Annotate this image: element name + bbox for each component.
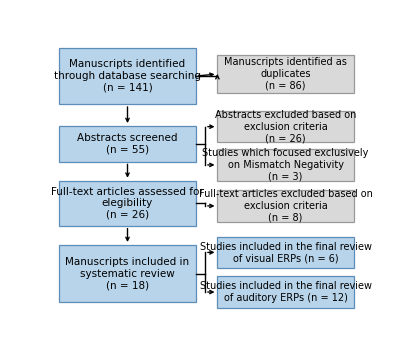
- Text: Abstracts screened
(n = 55): Abstracts screened (n = 55): [77, 133, 178, 154]
- FancyBboxPatch shape: [218, 190, 354, 222]
- Text: Manuscripts included in
systematic review
(n = 18): Manuscripts included in systematic revie…: [66, 257, 190, 290]
- FancyBboxPatch shape: [218, 237, 354, 268]
- Text: Studies included in the final review
of auditory ERPs (n = 12): Studies included in the final review of …: [200, 281, 372, 303]
- FancyBboxPatch shape: [59, 245, 196, 302]
- FancyBboxPatch shape: [218, 55, 354, 93]
- FancyBboxPatch shape: [59, 48, 196, 104]
- Text: Abstracts excluded based on
exclusion criteria
(n = 26): Abstracts excluded based on exclusion cr…: [215, 110, 356, 143]
- Text: Manuscripts identified as
duplicates
(n = 86): Manuscripts identified as duplicates (n …: [224, 58, 347, 91]
- Text: Full-text articles assessed for
elegibility
(n = 26): Full-text articles assessed for elegibil…: [51, 187, 204, 220]
- Text: Manuscripts identified
through database searching
(n = 141): Manuscripts identified through database …: [54, 60, 201, 93]
- FancyBboxPatch shape: [218, 149, 354, 181]
- FancyBboxPatch shape: [218, 276, 354, 308]
- Text: Full-text articles excluded based on
exclusion criteria
(n = 8): Full-text articles excluded based on exc…: [199, 189, 372, 223]
- FancyBboxPatch shape: [59, 181, 196, 226]
- FancyBboxPatch shape: [59, 126, 196, 162]
- FancyBboxPatch shape: [218, 111, 354, 142]
- Text: Studies which focused exclusively
on Mismatch Negativity
(n = 3): Studies which focused exclusively on Mis…: [202, 148, 369, 181]
- Text: Studies included in the final review
of visual ERPs (n = 6): Studies included in the final review of …: [200, 242, 372, 263]
